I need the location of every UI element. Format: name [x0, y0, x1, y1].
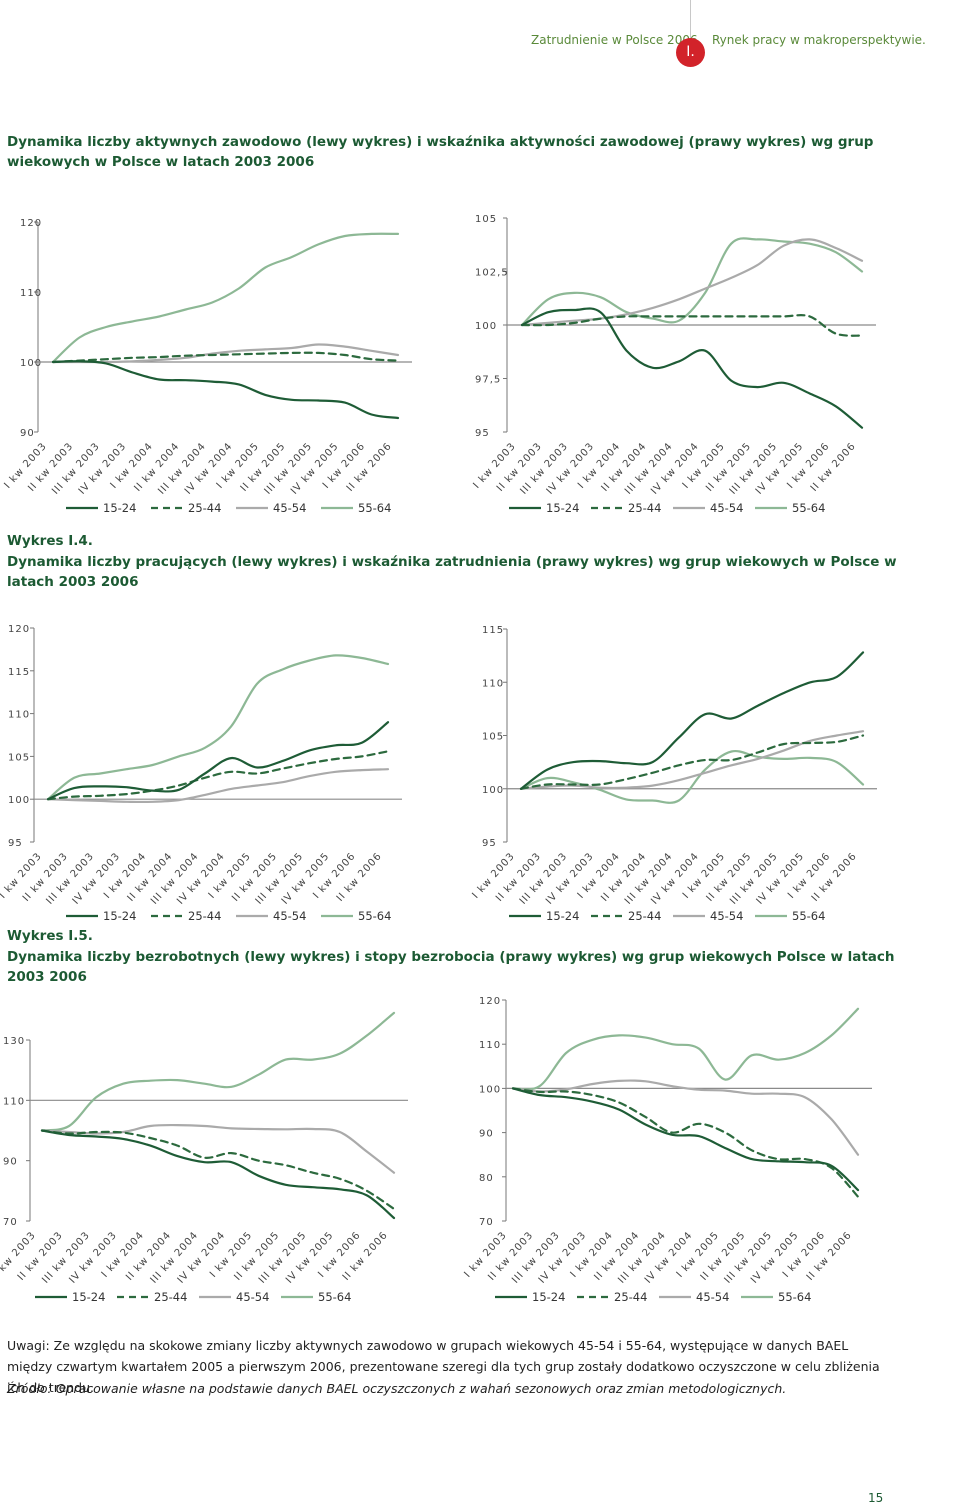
- y-tick-label: 100: [8, 795, 30, 806]
- legend-label-15-24: 15-24: [532, 1290, 565, 1304]
- series-line-55-64: [51, 232, 400, 364]
- series-line-55-64: [511, 1007, 860, 1091]
- y-tick-label: 120: [20, 218, 42, 229]
- series-line-45-54: [51, 343, 400, 364]
- header-publication-title: Zatrudnienie w Polsce 2006: [531, 33, 698, 47]
- legend-label-15-24: 15-24: [72, 1290, 105, 1304]
- series-line-15-24: [511, 1087, 860, 1192]
- series-line-25-44: [46, 750, 390, 801]
- legend-label-15-24: 15-24: [546, 501, 579, 515]
- series-line-25-44: [40, 1129, 396, 1210]
- y-tick-label: 90: [3, 1157, 18, 1168]
- series-line-25-44: [511, 1087, 860, 1198]
- series-line-15-24: [40, 1129, 396, 1220]
- figure5-label: Wykres I.5.: [7, 928, 93, 944]
- series-line-45-54: [511, 1079, 860, 1156]
- y-tick-label: 90: [479, 1129, 494, 1140]
- y-tick-label: 110: [482, 678, 504, 689]
- legend-label-25-44: 25-44: [188, 501, 221, 515]
- legend-label-45-54: 45-54: [710, 909, 743, 923]
- y-tick-label: 80: [479, 1173, 494, 1184]
- y-tick-label: 100: [20, 358, 42, 369]
- legend-label-45-54: 45-54: [696, 1290, 729, 1304]
- series-line-55-64: [40, 1011, 396, 1132]
- y-tick-label: 97,5: [475, 375, 501, 386]
- y-tick-label: 115: [482, 625, 504, 636]
- figure4-label: Wykres I.4.: [7, 533, 93, 549]
- legend-label-45-54: 45-54: [273, 501, 306, 515]
- y-tick-label: 110: [479, 1040, 501, 1051]
- legend-label-25-44: 25-44: [188, 909, 221, 923]
- y-tick-label: 102,5: [475, 268, 509, 279]
- legend-label-45-54: 45-54: [710, 501, 743, 515]
- y-tick-label: 110: [3, 1096, 25, 1107]
- legend-label-55-64: 55-64: [318, 1290, 351, 1304]
- legend-label-55-64: 55-64: [792, 501, 825, 515]
- series-line-25-44: [51, 351, 400, 364]
- figure5-title: Dynamika liczby bezrobotnych (lewy wykre…: [7, 949, 895, 985]
- source-line: Źródło: Opracowanie własne na podstawie …: [7, 1381, 787, 1396]
- y-tick-label: 105: [8, 752, 30, 763]
- legend-label-15-24: 15-24: [103, 501, 136, 515]
- y-tick-label: 100: [475, 321, 497, 332]
- y-tick-label: 70: [3, 1217, 18, 1228]
- chapter-badge: I.: [676, 38, 705, 67]
- series-line-45-54: [520, 238, 864, 327]
- series-line-15-24: [46, 721, 390, 801]
- series-line-45-54: [40, 1123, 396, 1174]
- y-tick-label: 120: [8, 624, 30, 635]
- legend-label-25-44: 25-44: [154, 1290, 187, 1304]
- y-tick-label: 100: [482, 785, 504, 796]
- y-tick-label: 115: [8, 667, 30, 678]
- y-tick-label: 95: [475, 428, 490, 439]
- legend-label-25-44: 25-44: [628, 909, 661, 923]
- header-divider: [690, 0, 691, 38]
- legend-label-55-64: 55-64: [358, 501, 391, 515]
- legend-label-25-44: 25-44: [628, 501, 661, 515]
- series-line-45-54: [46, 768, 390, 804]
- legend-label-45-54: 45-54: [236, 1290, 269, 1304]
- legend-label-25-44: 25-44: [614, 1290, 647, 1304]
- figure4-title: Dynamika liczby pracujących (lewy wykres…: [7, 554, 897, 590]
- y-tick-label: 95: [482, 838, 497, 849]
- y-tick-label: 110: [8, 710, 30, 721]
- legend-label-55-64: 55-64: [778, 1290, 811, 1304]
- y-tick-label: 100: [479, 1084, 501, 1095]
- legend-label-55-64: 55-64: [792, 909, 825, 923]
- series-line-45-54: [519, 730, 865, 790]
- y-tick-label: 130: [3, 1036, 25, 1047]
- y-tick-label: 110: [20, 288, 42, 299]
- series-line-15-24: [520, 307, 864, 429]
- legend-label-55-64: 55-64: [358, 909, 391, 923]
- legend-label-15-24: 15-24: [103, 909, 136, 923]
- legend-label-45-54: 45-54: [273, 909, 306, 923]
- header-chapter-title: Rynek pracy w makroperspektywie.: [712, 33, 926, 47]
- figure3-title: Dynamika liczby aktywnych zawodowo (lewy…: [7, 134, 874, 170]
- series-line-15-24: [519, 651, 865, 790]
- legend-label-15-24: 15-24: [546, 909, 579, 923]
- series-line-55-64: [46, 654, 390, 801]
- series-line-15-24: [51, 360, 400, 420]
- notes-paragraph: Uwagi: Ze względu na skokowe zmiany licz…: [7, 1338, 880, 1395]
- y-tick-label: 90: [20, 428, 35, 439]
- series-line-55-64: [519, 749, 865, 804]
- page-number: 15: [868, 1491, 884, 1505]
- series-line-55-64: [520, 237, 864, 327]
- y-tick-label: 70: [479, 1217, 494, 1228]
- series-line-25-44: [519, 734, 865, 790]
- y-tick-label: 95: [8, 838, 23, 849]
- y-tick-label: 105: [475, 214, 497, 225]
- y-tick-label: 120: [479, 996, 501, 1007]
- y-tick-label: 105: [482, 732, 504, 743]
- series-line-25-44: [520, 314, 864, 337]
